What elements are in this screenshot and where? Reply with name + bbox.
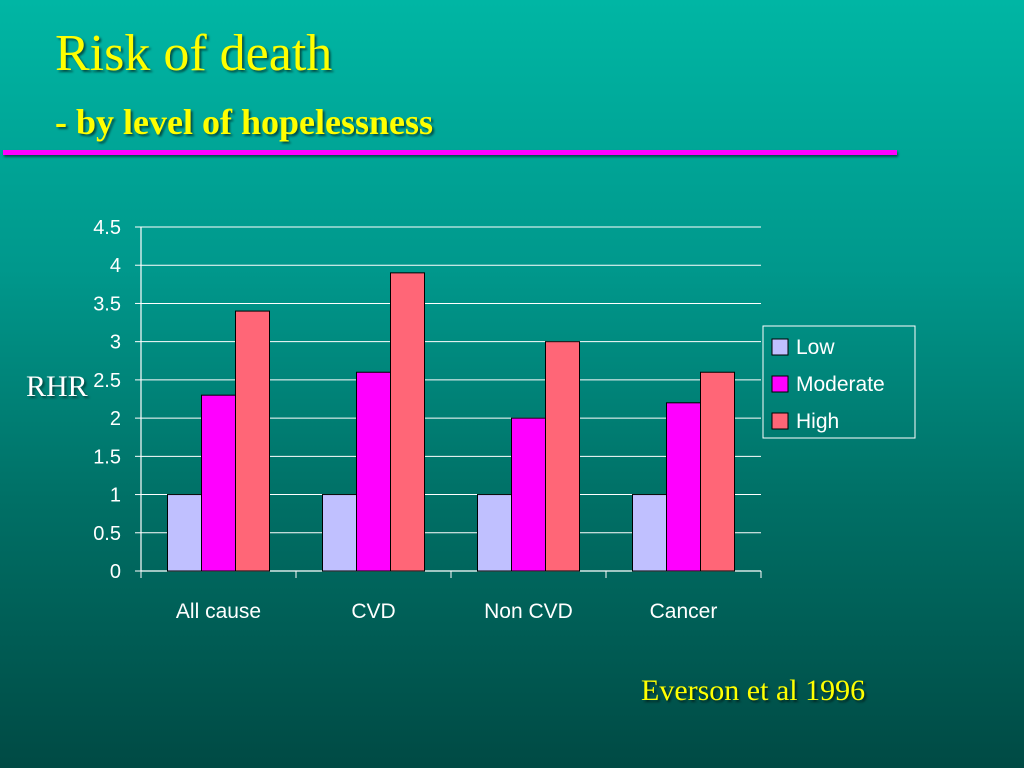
y-tick-label: 1 [110,485,121,507]
x-tick-label: CVD [351,600,395,623]
x-tick-label: Non CVD [484,600,573,623]
bar-high-cvd [390,272,425,572]
bar-low-all-cause [167,494,202,572]
y-tick-label: 4 [110,255,121,277]
x-tick-label: Cancer [650,600,718,623]
bar-moderate-all-cause [201,394,236,572]
title-divider [3,150,897,155]
bar-high-cancer [700,371,735,572]
bar-low-cvd [322,494,357,572]
y-axis-label: RHR [26,370,88,403]
bar-moderate-non-cvd [511,417,546,572]
y-tick-label: 4.5 [93,217,121,239]
legend-label-moderate: Moderate [796,373,885,396]
y-tick-label: 0.5 [93,523,121,545]
legend-box [762,325,916,439]
x-tick-label: All cause [176,600,261,623]
bar-moderate-cvd [356,371,391,572]
y-tick-label: 3.5 [93,293,121,315]
legend-label-low: Low [796,336,835,359]
bar-low-cancer [632,494,667,572]
bar-high-all-cause [235,310,270,572]
y-tick-label: 1.5 [93,446,121,468]
legend-swatch-high [771,412,789,430]
bar-high-non-cvd [545,341,580,572]
slide-subtitle: - by level of hopelessness [55,102,433,142]
y-tick-label: 3 [110,332,121,354]
bar-low-non-cvd [477,494,512,572]
legend-swatch-moderate [771,375,789,393]
legend-label-high: High [796,410,839,433]
bar-moderate-cancer [666,402,701,572]
y-tick-label: 2 [110,408,121,430]
slide-title: Risk of death [55,25,333,82]
y-tick-label: 0 [110,561,121,583]
legend-swatch-low [771,338,789,356]
y-tick-label: 2.5 [93,370,121,392]
source-citation: Everson et al 1996 [641,674,866,707]
